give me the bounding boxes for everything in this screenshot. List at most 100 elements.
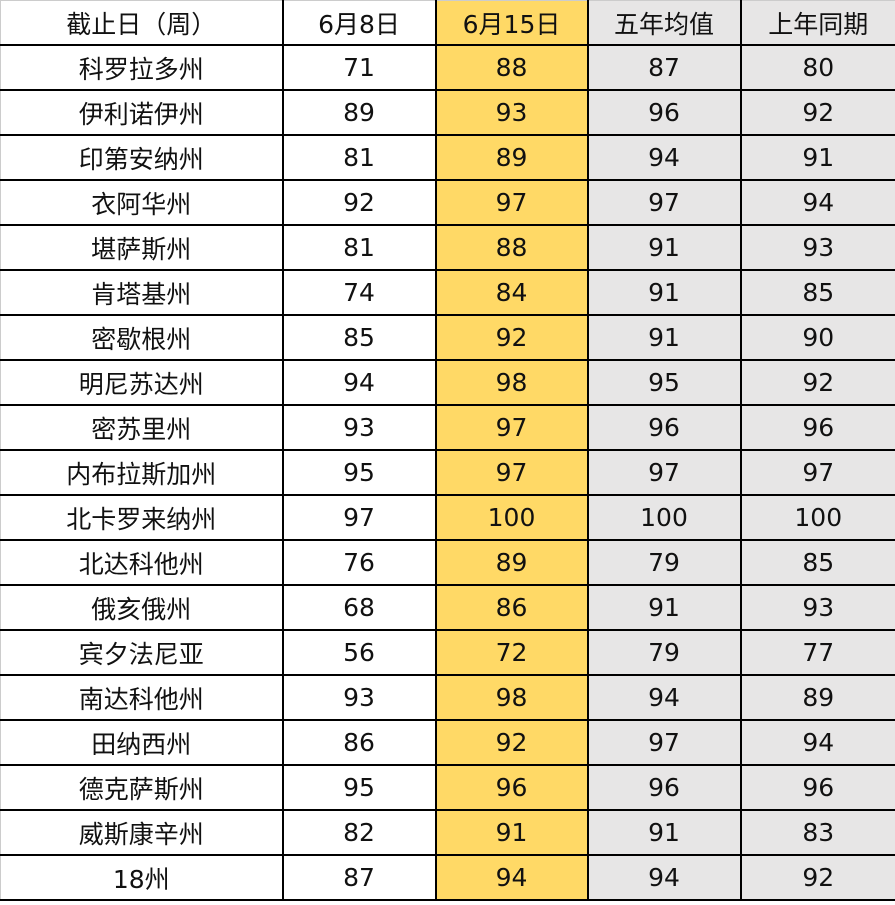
header-cell: 截止日（周）: [0, 0, 284, 46]
value-cell: 88: [434, 224, 589, 271]
value-cell: 96: [586, 89, 742, 136]
value-cell: 92: [739, 854, 895, 901]
value-cell: 97: [434, 404, 589, 451]
table-row: 堪萨斯州 81 88 91 93: [0, 224, 895, 271]
state-cell: 南达科他州: [0, 674, 284, 721]
value-cell: 81: [281, 134, 437, 181]
value-cell: 95: [281, 764, 437, 811]
state-cell: 伊利诺伊州: [0, 89, 284, 136]
value-cell: 93: [434, 89, 589, 136]
value-cell: 89: [434, 134, 589, 181]
value-cell: 80: [739, 44, 895, 91]
table-row: 威斯康辛州 82 91 91 83: [0, 809, 895, 856]
value-cell: 96: [586, 764, 742, 811]
value-cell: 68: [281, 584, 437, 631]
state-cell: 堪萨斯州: [0, 224, 284, 271]
value-cell: 79: [586, 539, 742, 586]
value-cell: 82: [281, 809, 437, 856]
value-cell: 85: [739, 269, 895, 316]
state-cell: 科罗拉多州: [0, 44, 284, 91]
value-cell: 91: [434, 809, 589, 856]
value-cell: 93: [739, 224, 895, 271]
state-cell: 北卡罗来纳州: [0, 494, 284, 541]
value-cell: 93: [739, 584, 895, 631]
table-row: 宾夕法尼亚 56 72 79 77: [0, 629, 895, 676]
state-cell: 威斯康辛州: [0, 809, 284, 856]
table-row: 密苏里州 93 97 96 96: [0, 404, 895, 451]
value-cell: 95: [586, 359, 742, 406]
header-cell: 五年均值: [586, 0, 742, 46]
value-cell: 96: [739, 764, 895, 811]
value-cell: 96: [739, 404, 895, 451]
value-cell: 86: [434, 584, 589, 631]
state-cell: 俄亥俄州: [0, 584, 284, 631]
value-cell: 100: [434, 494, 589, 541]
table-row: 内布拉斯加州 95 97 97 97: [0, 449, 895, 496]
value-cell: 90: [739, 314, 895, 361]
state-cell: 宾夕法尼亚: [0, 629, 284, 676]
value-cell: 94: [434, 854, 589, 901]
value-cell: 94: [739, 719, 895, 766]
table-row: 德克萨斯州 95 96 96 96: [0, 764, 895, 811]
value-cell: 89: [739, 674, 895, 721]
value-cell: 89: [434, 539, 589, 586]
value-cell: 85: [739, 539, 895, 586]
value-cell: 100: [586, 494, 742, 541]
value-cell: 74: [281, 269, 437, 316]
value-cell: 76: [281, 539, 437, 586]
value-cell: 97: [434, 179, 589, 226]
value-cell: 96: [586, 404, 742, 451]
header-cell: 上年同期: [739, 0, 895, 46]
state-cell: 德克萨斯州: [0, 764, 284, 811]
value-cell: 91: [586, 269, 742, 316]
state-cell: 明尼苏达州: [0, 359, 284, 406]
state-cell: 印第安纳州: [0, 134, 284, 181]
value-cell: 91: [586, 224, 742, 271]
table-row: 肯塔基州 74 84 91 85: [0, 269, 895, 316]
value-cell: 94: [586, 854, 742, 901]
value-cell: 94: [586, 674, 742, 721]
value-cell: 97: [586, 179, 742, 226]
value-cell: 100: [739, 494, 895, 541]
value-cell: 94: [281, 359, 437, 406]
value-cell: 97: [281, 494, 437, 541]
value-cell: 92: [739, 359, 895, 406]
value-cell: 95: [281, 449, 437, 496]
value-cell: 91: [586, 314, 742, 361]
value-cell: 83: [739, 809, 895, 856]
value-cell: 91: [586, 809, 742, 856]
value-cell: 79: [586, 629, 742, 676]
value-cell: 71: [281, 44, 437, 91]
table-row: 俄亥俄州 68 86 91 93: [0, 584, 895, 631]
value-cell: 85: [281, 314, 437, 361]
value-cell: 96: [434, 764, 589, 811]
value-cell: 87: [281, 854, 437, 901]
table-row: 18州 87 94 94 92: [0, 854, 895, 901]
table-row: 衣阿华州 92 97 97 94: [0, 179, 895, 226]
value-cell: 93: [281, 674, 437, 721]
state-cell: 肯塔基州: [0, 269, 284, 316]
state-cell: 北达科他州: [0, 539, 284, 586]
value-cell: 98: [434, 359, 589, 406]
table-row: 印第安纳州 81 89 94 91: [0, 134, 895, 181]
value-cell: 88: [434, 44, 589, 91]
table-row: 北达科他州 76 89 79 85: [0, 539, 895, 586]
value-cell: 97: [434, 449, 589, 496]
value-cell: 94: [739, 179, 895, 226]
state-cell: 衣阿华州: [0, 179, 284, 226]
value-cell: 77: [739, 629, 895, 676]
table-row: 密歇根州 85 92 91 90: [0, 314, 895, 361]
value-cell: 84: [434, 269, 589, 316]
value-cell: 94: [586, 134, 742, 181]
table-row: 科罗拉多州 71 88 87 80: [0, 44, 895, 91]
table-row: 南达科他州 93 98 94 89: [0, 674, 895, 721]
state-cell: 田纳西州: [0, 719, 284, 766]
header-cell: 6月15日: [434, 0, 589, 46]
value-cell: 87: [586, 44, 742, 91]
value-cell: 92: [739, 89, 895, 136]
table-row: 明尼苏达州 94 98 95 92: [0, 359, 895, 406]
header-cell: 6月8日: [281, 0, 437, 46]
state-cell: 18州: [0, 854, 284, 901]
value-cell: 89: [281, 89, 437, 136]
